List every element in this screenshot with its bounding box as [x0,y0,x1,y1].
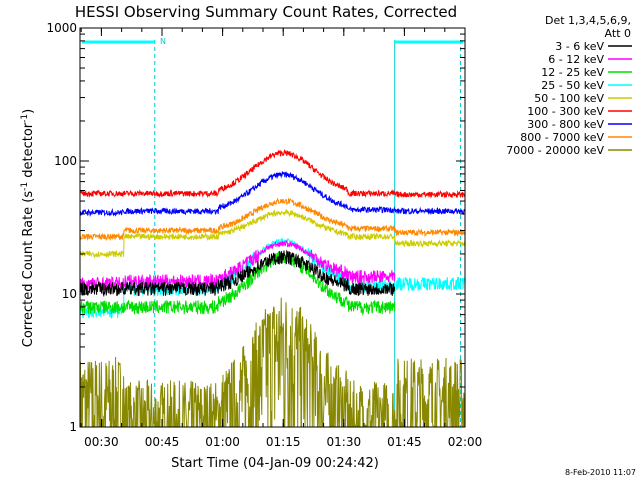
x-tick-label: 00:45 [145,435,180,449]
x-tick-label: 01:30 [327,435,362,449]
plot-frame [79,27,466,428]
y-axis-label-sup1: -1 [20,182,30,191]
y-axis-label: Corrected Count Rate (s-1 detector-1) [20,109,36,347]
legend-label: 7000 - 20000 keV [506,144,604,157]
series-line [79,251,396,317]
series-line [79,297,466,428]
legend-label: 25 - 50 keV [541,79,604,92]
legend-label: 6 - 12 keV [548,53,604,66]
y-tick-label: 1000 [46,21,77,35]
series-line [79,197,466,242]
series-line [79,170,466,217]
y-axis-label-mid: detector [21,122,36,182]
series-line [79,148,466,199]
y-axis-label-main: Corrected Count Rate (s [21,191,36,348]
legend-label: 12 - 25 keV [541,66,604,79]
y-tick-label: 10 [62,287,77,301]
y-axis-label-sup2: -1 [20,114,30,123]
plot-area: N [79,37,466,428]
y-tick-label: 1 [69,420,77,434]
series-line [79,237,466,319]
x-tick-label: 00:30 [84,435,119,449]
x-tick-label: 01:45 [387,435,422,449]
legend-label: 300 - 800 keV [527,118,604,131]
flag-label: N [160,37,166,46]
legend-label: 3 - 6 keV [555,40,604,53]
series-line [79,249,396,298]
series-line [79,239,396,291]
chart-title: HESSI Observing Summary Count Rates, Cor… [75,3,457,21]
x-tick-label: 01:15 [266,435,301,449]
x-tick-label: 02:00 [448,435,483,449]
footer-date: 8-Feb-2010 11:07 [565,468,636,477]
legend-label: 100 - 300 keV [527,105,604,118]
series-line [79,209,466,259]
legend-header-line1: Det 1,3,4,5,6,9, [545,14,631,27]
legend-label: 50 - 100 keV [534,92,604,105]
y-axis-label-end: ) [21,109,36,114]
x-axis-label: Start Time (04-Jan-09 00:24:42) [171,456,379,471]
legend-label: 800 - 7000 keV [520,131,604,144]
legend-header-line2: Att 0 [605,27,631,40]
y-tick-label: 100 [54,154,77,168]
x-tick-label: 01:00 [205,435,240,449]
axes: 00:30 00:45 01:00 01:15 01:30 01:45 02:00 1 10 10… [46,21,482,449]
